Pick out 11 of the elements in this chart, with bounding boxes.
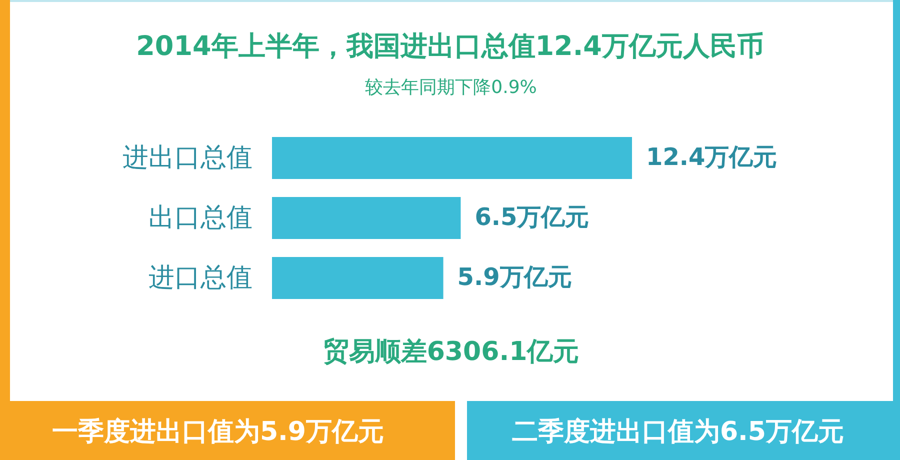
text: 一季度进出口值为5.9万亿元 bbox=[52, 417, 384, 447]
text: 二季度进出口值为6.5万亿元 bbox=[512, 417, 844, 447]
data-label: 12.4万亿元 bbox=[646, 143, 778, 171]
text: 贸易顺差6306.1亿元 bbox=[322, 337, 580, 367]
y-tick-label: 进出口总值 bbox=[122, 143, 252, 173]
chart-subtitle: 较去年同期下降0.9% bbox=[365, 77, 537, 98]
y-tick-label: 出口总值 bbox=[148, 203, 252, 233]
y-tick-label: 进口总值 bbox=[148, 263, 252, 293]
data-label: 6.5万亿元 bbox=[474, 203, 590, 231]
data-label: 5.9万亿元 bbox=[457, 263, 572, 291]
chart-title: 2014年上半年，我国进出口总值12.4万亿元人民币 bbox=[136, 31, 764, 62]
